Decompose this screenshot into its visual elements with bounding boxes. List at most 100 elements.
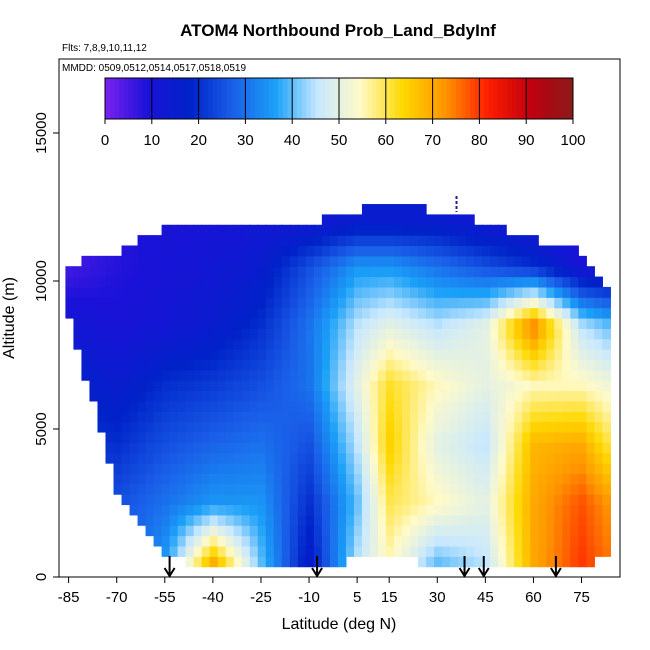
heatmap-cell (233, 504, 243, 516)
heatmap-cell (233, 235, 243, 247)
heatmap-cell (121, 452, 131, 464)
heatmap-cell (289, 483, 299, 495)
heatmap-cell (257, 328, 267, 340)
colorbar-segment (367, 78, 373, 119)
heatmap-cell (546, 463, 555, 474)
heatmap-cell (410, 473, 419, 485)
heatmap-cell (265, 556, 275, 568)
colorbar-segment (409, 78, 415, 119)
heatmap-cell (474, 297, 483, 309)
heatmap-cell (402, 245, 411, 257)
colorbar-segment (437, 78, 443, 119)
heatmap-cell (377, 452, 387, 464)
heatmap-cell (482, 514, 491, 526)
heatmap-cell (201, 504, 211, 516)
heatmap-cell (337, 318, 347, 329)
heatmap-cell (458, 400, 467, 412)
heatmap-cell (185, 442, 195, 454)
heatmap-cell (418, 286, 427, 298)
heatmap-cell (506, 431, 515, 443)
heatmap-cell (562, 452, 571, 464)
heatmap-cell (281, 380, 291, 392)
heatmap-cell (161, 535, 171, 547)
heatmap-cell (193, 297, 203, 309)
heatmap-cell (498, 463, 507, 474)
x-tick-label: -70 (106, 589, 128, 606)
colorbar-tick-label: 20 (190, 132, 207, 149)
heatmap-cell (586, 525, 595, 537)
heatmap-cell (514, 266, 523, 278)
heatmap-cell (193, 411, 203, 423)
heatmap-cell (153, 369, 163, 381)
heatmap-cell (514, 473, 523, 485)
heatmap-cell (313, 535, 323, 547)
heatmap-cell (345, 266, 355, 278)
heatmap-cell (442, 504, 451, 516)
x-tick-label: 60 (525, 589, 542, 606)
latitude-arrow-head (550, 567, 562, 578)
heatmap-cell (137, 442, 147, 454)
heatmap-cell (361, 452, 371, 464)
heatmap-cell (530, 276, 539, 288)
heatmap-cell (169, 494, 179, 506)
heatmap-cell (410, 504, 419, 516)
heatmap-cell (530, 255, 539, 267)
heatmap-cell (514, 525, 523, 537)
heatmap-cell (353, 318, 363, 329)
heatmap-cell (458, 380, 467, 392)
heatmap-cell (281, 545, 291, 557)
heatmap-cell (329, 452, 339, 464)
heatmap-cell (442, 349, 451, 361)
heatmap-cell (265, 245, 275, 257)
heatmap-cell (402, 535, 411, 547)
heatmap-cell (418, 494, 427, 506)
heatmap-cell (458, 307, 467, 319)
heatmap-cell (233, 297, 243, 309)
heatmap-cell (241, 380, 251, 392)
heatmap-cell (394, 400, 403, 412)
heatmap-cell (193, 452, 203, 464)
heatmap-cell (121, 286, 131, 298)
heatmap-cell (369, 266, 379, 278)
heatmap-cell (209, 556, 219, 568)
heatmap-cell (466, 514, 475, 526)
heatmap-cell (458, 463, 467, 474)
heatmap-cell (345, 235, 355, 247)
heatmap-cell (482, 328, 491, 340)
heatmap-cell (490, 255, 499, 267)
heatmap-cell (217, 535, 227, 547)
heatmap-cell (474, 473, 483, 485)
heatmap-cell (570, 369, 579, 381)
heatmap-cell (490, 297, 499, 309)
heatmap-cell (353, 483, 363, 495)
heatmap-cell (313, 421, 323, 433)
heatmap-cell (474, 349, 483, 361)
heatmap-cell (394, 452, 403, 464)
heatmap-cell (562, 245, 571, 257)
heatmap-cell (385, 380, 395, 392)
colorbar-segment (521, 78, 527, 119)
heatmap-cell (185, 494, 195, 506)
heatmap-cell (402, 411, 411, 423)
heatmap-cell (450, 483, 459, 495)
heatmap-cell (177, 431, 187, 443)
heatmap-cell (305, 525, 315, 537)
colorbar-segment (488, 78, 494, 119)
heatmap-cell (514, 328, 523, 340)
heatmap-cell (466, 535, 475, 547)
heatmap-cell (161, 504, 171, 516)
heatmap-cell (361, 504, 371, 516)
heatmap-cell (281, 514, 291, 526)
heatmap-cell (474, 411, 483, 423)
heatmap-cell (281, 421, 291, 433)
colorbar-segment (184, 78, 190, 119)
heatmap-cell (394, 297, 403, 309)
heatmap-cell (241, 276, 251, 288)
heatmap-cell (329, 463, 339, 474)
colorbar-segment (259, 78, 265, 119)
heatmap-cell (482, 535, 491, 547)
heatmap-cell (105, 255, 115, 267)
heatmap-cell (233, 307, 243, 319)
heatmap-cell (450, 473, 459, 485)
heatmap-cell (161, 328, 171, 340)
